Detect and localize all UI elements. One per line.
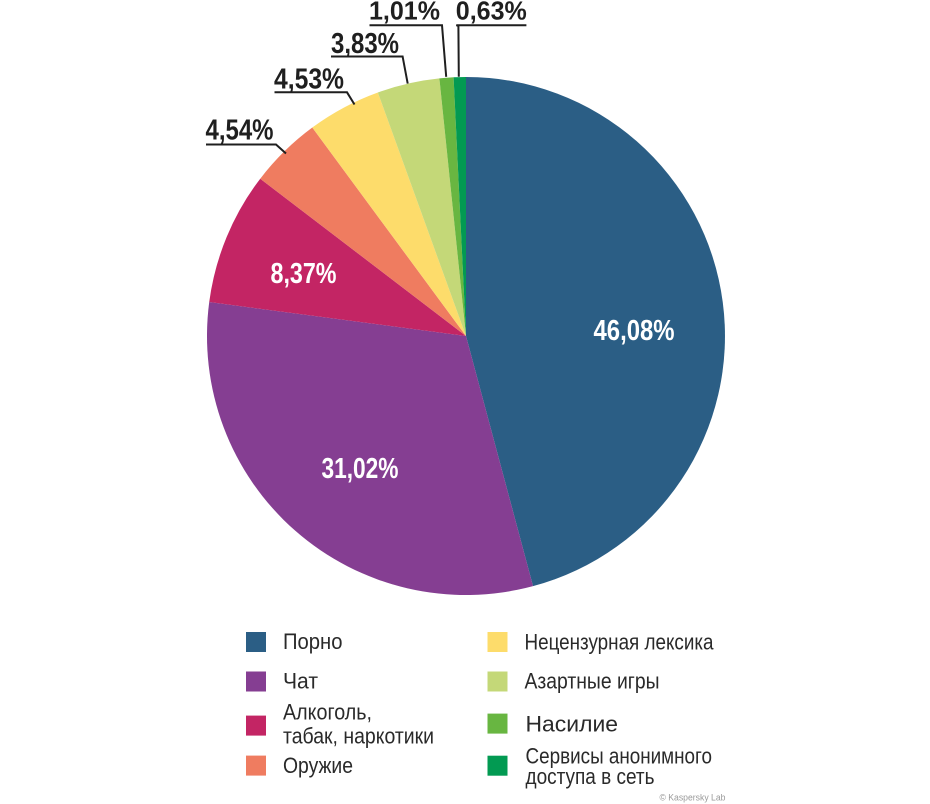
svg-text:4,53%: 4,53% <box>274 64 344 96</box>
svg-text:46,08%: 46,08% <box>594 315 675 347</box>
svg-text:доступа в сеть: доступа в сеть <box>526 764 655 789</box>
svg-text:3,83%: 3,83% <box>331 28 399 60</box>
svg-text:© Kaspersky Lab: © Kaspersky Lab <box>660 793 726 803</box>
svg-text:Оружие: Оружие <box>283 753 353 778</box>
svg-text:Сервисы анонимного: Сервисы анонимного <box>526 743 713 768</box>
svg-text:4,54%: 4,54% <box>206 115 274 147</box>
svg-text:Алкоголь,: Алкоголь, <box>283 699 372 724</box>
svg-text:Чат: Чат <box>283 669 318 694</box>
svg-text:1,01%: 1,01% <box>369 0 440 26</box>
svg-text:Нецензурная лексика: Нецензурная лексика <box>525 630 714 655</box>
svg-text:Азартные игры: Азартные игры <box>525 669 660 694</box>
svg-text:Порно: Порно <box>283 629 343 654</box>
svg-text:31,02%: 31,02% <box>322 453 399 485</box>
svg-text:Насилие: Насилие <box>526 711 619 736</box>
svg-text:табак, наркотики: табак, наркотики <box>283 723 434 748</box>
svg-text:0,63%: 0,63% <box>456 0 527 26</box>
svg-text:8,37%: 8,37% <box>271 258 337 290</box>
